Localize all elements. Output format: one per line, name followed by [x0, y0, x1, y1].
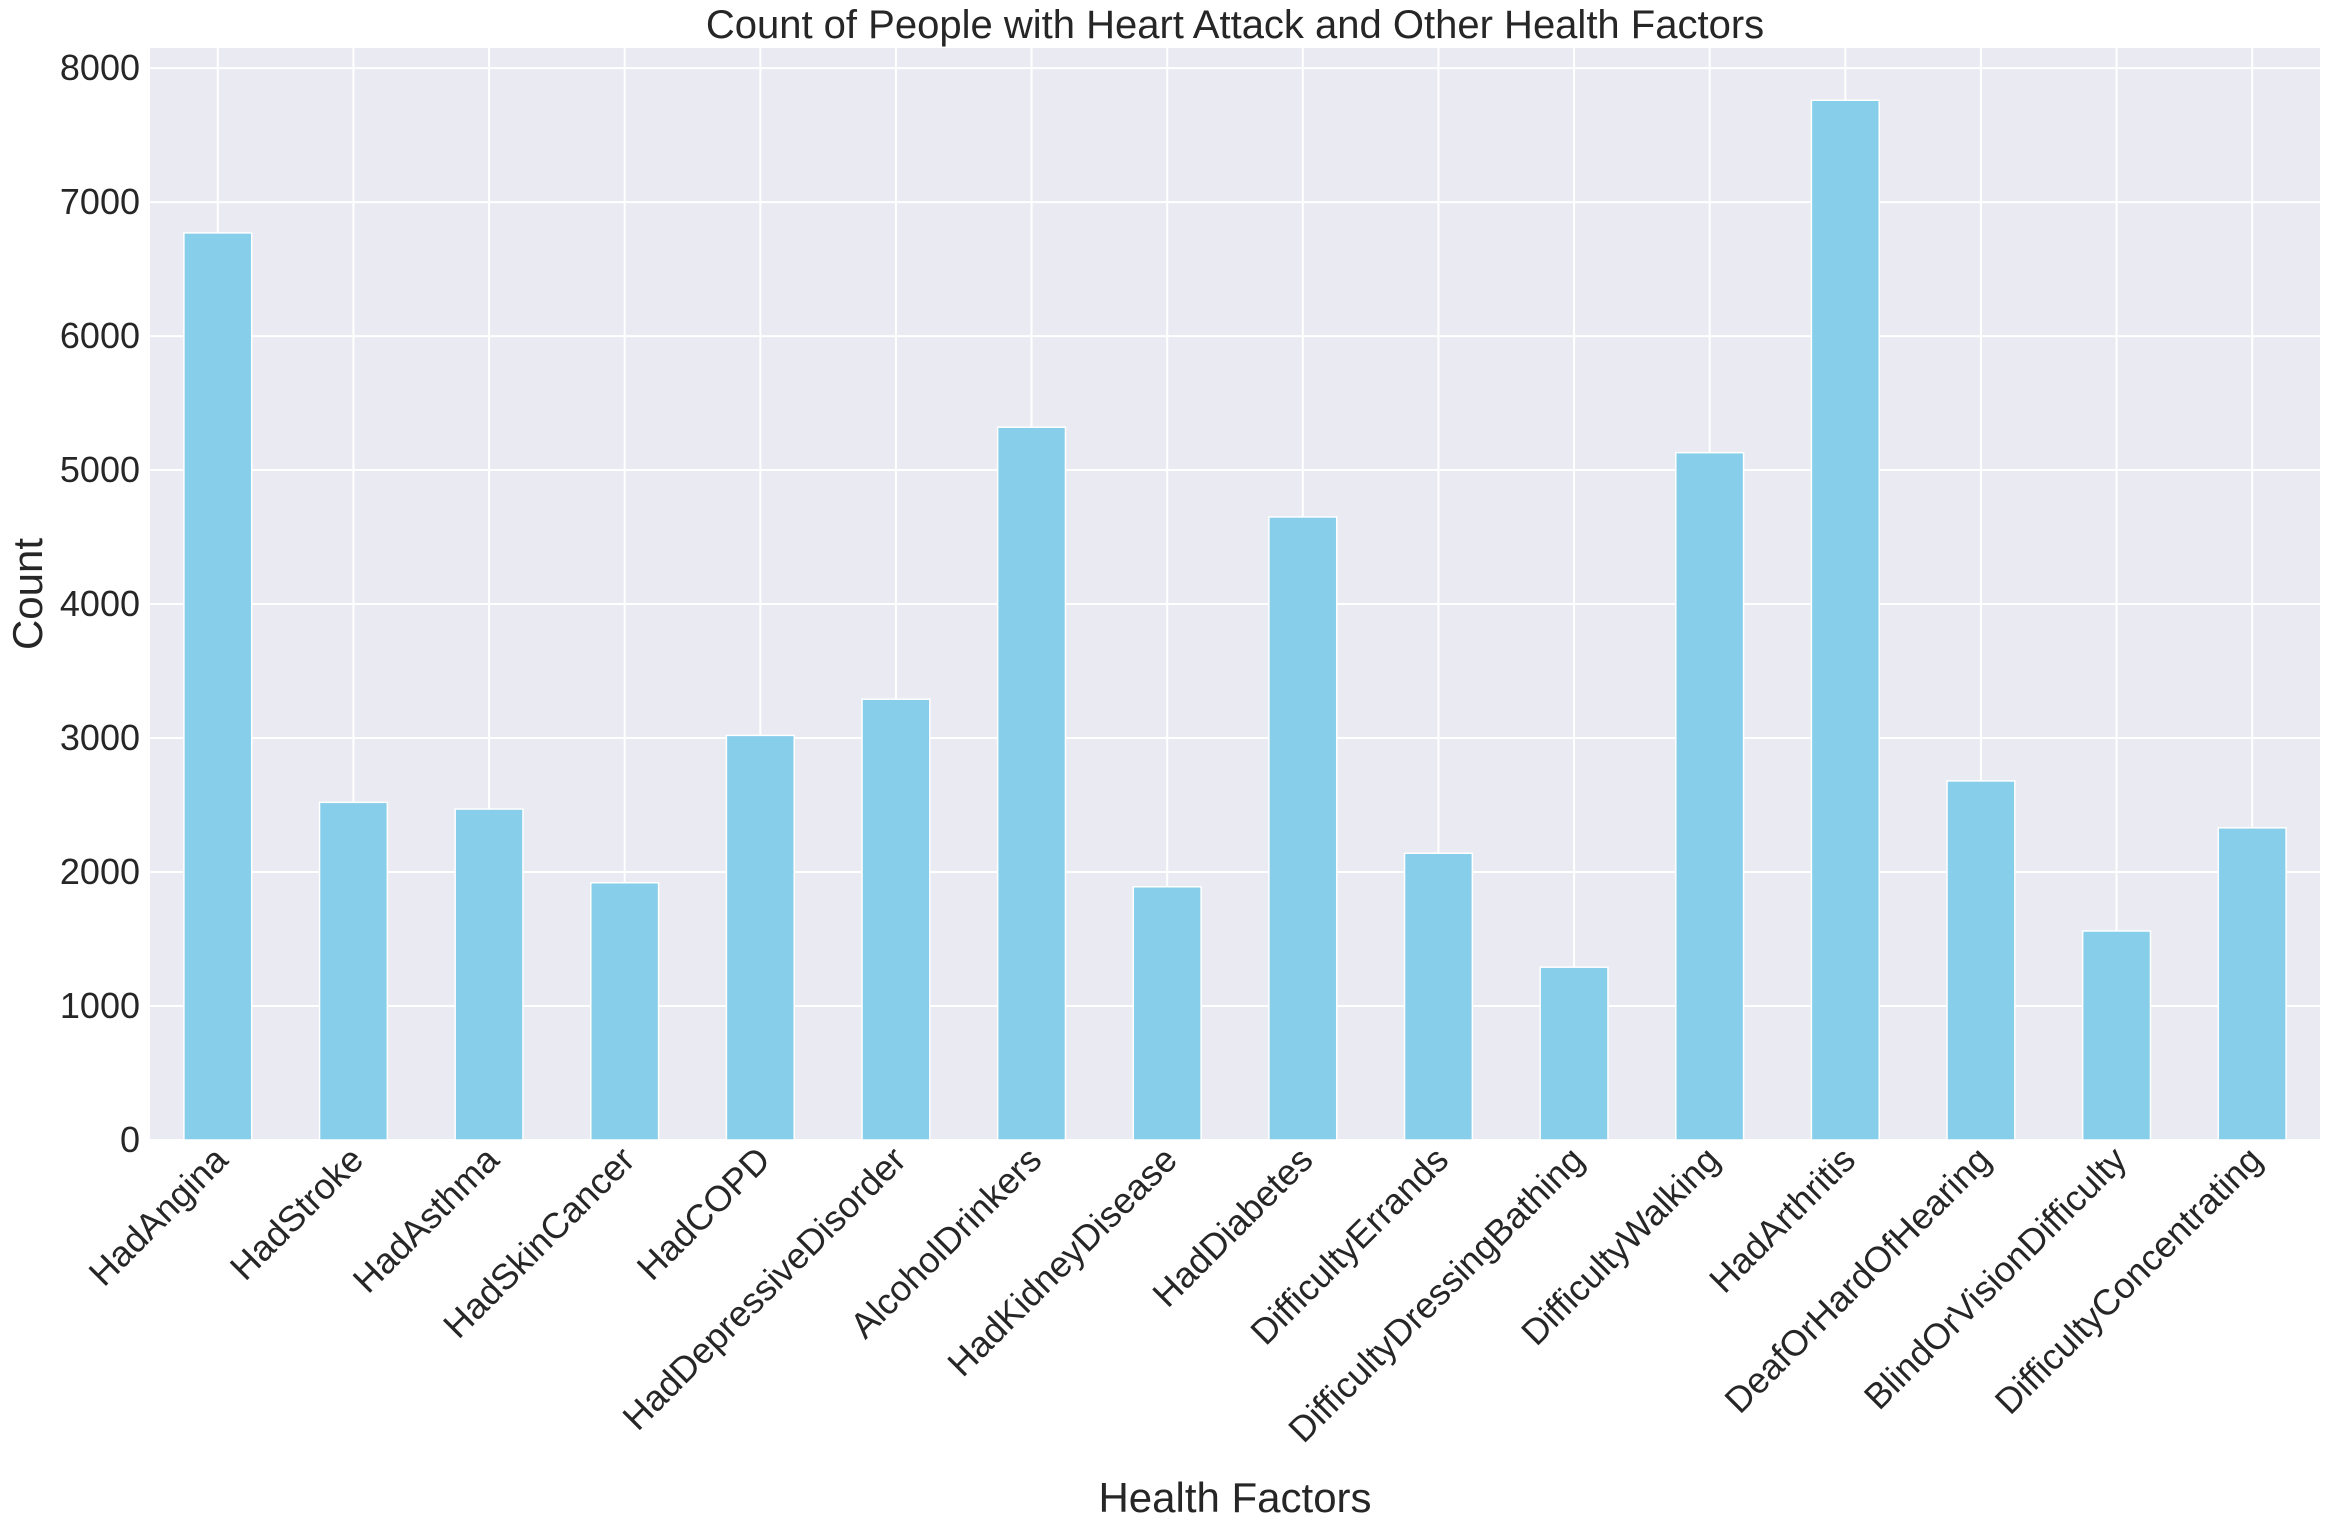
bar-HadAngina	[183, 232, 253, 1141]
x-axis-ticks: HadAnginaHadStrokeHadAsthmaHadSkinCancer…	[81, 1138, 2270, 1450]
x-tick-label-DeafOrHardOfHearing: DeafOrHardOfHearing	[1716, 1139, 1998, 1421]
x-axis-label: Health Factors	[1098, 1474, 1371, 1521]
bar-DeafOrHardOfHearing	[1946, 780, 2016, 1141]
x-tick-label-HadAngina: HadAngina	[81, 1138, 237, 1294]
bar-BlindOrVisionDifficulty	[2081, 930, 2152, 1141]
bar-HadDiabetes	[1268, 516, 1338, 1141]
bar-HadCOPD	[725, 734, 795, 1141]
y-tick-label: 3000	[60, 717, 140, 758]
y-tick-label: 4000	[60, 583, 140, 624]
bar-DifficultyDressingBathing	[1539, 966, 1609, 1141]
y-axis-label: Count	[4, 538, 51, 650]
y-tick-label: 0	[120, 1119, 140, 1160]
x-tick-label-HadCOPD: HadCOPD	[629, 1139, 778, 1288]
y-tick-label: 6000	[60, 315, 140, 356]
bar-DifficultyWalking	[1675, 451, 1745, 1141]
bar-HadAsthma	[454, 808, 524, 1141]
x-tick-label-HadDepressiveDisorder: HadDepressiveDisorder	[614, 1139, 913, 1438]
y-tick-label: 5000	[60, 449, 140, 490]
x-tick-label-HadKidneyDisease: HadKidneyDisease	[939, 1139, 1184, 1384]
y-axis-ticks: 0 1000 2000 3000 4000 5000 6000 7000 8000	[60, 47, 140, 1160]
x-tick-label-BlindOrVisionDifficulty: BlindOrVisionDifficulty	[1856, 1139, 2134, 1417]
bar-HadStroke	[318, 801, 389, 1141]
y-tick-label: 2000	[60, 851, 140, 892]
x-tick-label-DifficultyConcentrating: DifficultyConcentrating	[1987, 1139, 2270, 1422]
bar-AlcoholDrinkers	[996, 426, 1067, 1141]
bars	[183, 99, 2287, 1141]
x-tick-label-HadStroke: HadStroke	[222, 1139, 371, 1288]
y-tick-label: 1000	[60, 985, 140, 1026]
y-tick-label: 8000	[60, 47, 140, 88]
bar-HadArthritis	[1810, 99, 1880, 1141]
bar-HadKidneyDisease	[1132, 886, 1202, 1141]
bar-DifficultyConcentrating	[2217, 827, 2287, 1141]
chart-title: Count of People with Heart Attack and Ot…	[706, 3, 1764, 47]
y-tick-label: 7000	[60, 181, 140, 222]
bar-HadSkinCancer	[590, 881, 660, 1141]
bar-HadDepressiveDisorder	[861, 698, 931, 1141]
bar-DifficultyErrands	[1403, 852, 1474, 1141]
